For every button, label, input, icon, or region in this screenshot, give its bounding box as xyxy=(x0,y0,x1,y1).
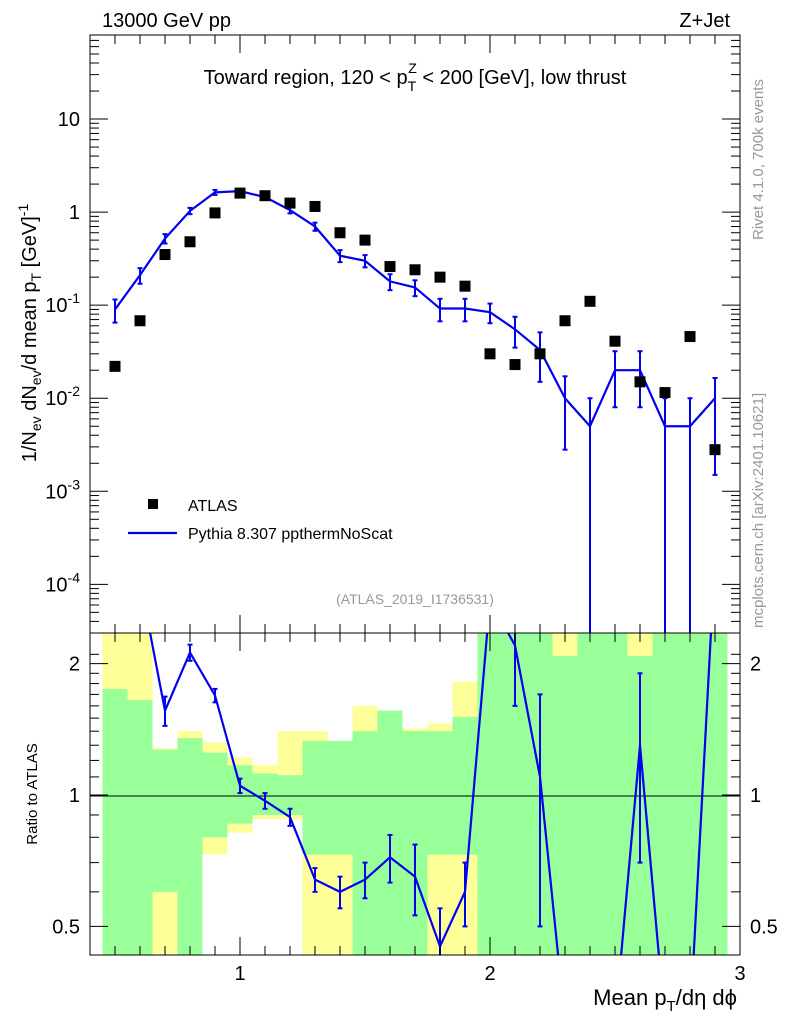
legend: ATLAS Pythia 8.307 ppthermNoScat xyxy=(128,498,393,543)
atlas-data-point xyxy=(509,359,521,371)
analysis-id: (ATLAS_2019_I1736531) xyxy=(336,591,494,607)
main-y-tick-label: 10-3 xyxy=(45,476,80,503)
atlas-data-point xyxy=(409,264,421,276)
atlas-data-point xyxy=(384,261,396,273)
ratio-green-band xyxy=(677,633,703,955)
atlas-data-point xyxy=(359,234,371,246)
ratio-green-band xyxy=(602,633,628,955)
atlas-data-point xyxy=(559,315,571,327)
ratio-green-band xyxy=(327,740,353,855)
atlas-data-point xyxy=(184,236,196,248)
atlas-data-point xyxy=(284,197,296,209)
atlas-data-point xyxy=(534,348,546,360)
ratio-uncertainty-bands xyxy=(102,633,728,955)
main-frame xyxy=(89,34,741,634)
atlas-data-point xyxy=(334,227,346,239)
ratio-green-band xyxy=(302,740,328,855)
atlas-data-point xyxy=(234,187,246,199)
plot-title: Toward region, 120 < pTZ < 200 [GeV], lo… xyxy=(204,60,627,94)
main-y-axis-label: 1/Nev dNev/d mean pT [GeV]-1 xyxy=(15,204,44,463)
main-y-tick-base: 1 xyxy=(69,202,80,224)
main-y-tick-exponent: -3 xyxy=(68,476,81,492)
x-axis-label: Mean pT/dη dϕ xyxy=(593,985,737,1015)
ratio-green-band xyxy=(652,633,678,955)
main-y-tick-label: 10-2 xyxy=(45,383,80,410)
x-tick-label: 3 xyxy=(734,963,745,985)
x-tick-label: 2 xyxy=(484,963,495,985)
atlas-data-point xyxy=(659,387,671,399)
ratio-green-band xyxy=(352,731,378,955)
process-label: Z+Jet xyxy=(679,10,730,32)
ratio-green-band xyxy=(177,738,203,955)
ratio-frame xyxy=(89,632,741,956)
legend-atlas-marker xyxy=(148,499,158,509)
ratio-panel: 2 2 1 1 0.5 0.5 1 2 3 Ratio to ATLAS Mean pT/dη … xyxy=(24,632,778,1015)
main-y-tick-base: 10 xyxy=(45,574,67,596)
main-y-tick-label: 10 xyxy=(58,109,80,131)
atlas-data-point xyxy=(134,315,146,327)
ratio-y-tick-label-left: 1 xyxy=(69,785,80,807)
ratio-y-tick-label-right: 1 xyxy=(750,785,761,807)
main-y-tick-base: 10 xyxy=(45,388,67,410)
x-tick-label: 1 xyxy=(234,963,245,985)
atlas-data-point xyxy=(434,271,446,283)
main-y-tick-exponent: -4 xyxy=(68,569,81,585)
ratio-green-band xyxy=(702,633,728,955)
ratio-green-band xyxy=(377,710,403,955)
atlas-data-point xyxy=(709,444,721,456)
main-y-tick-label: 10-4 xyxy=(45,569,80,596)
atlas-data-point xyxy=(484,348,496,360)
main-y-tick-label: 1 xyxy=(69,202,80,224)
ratio-green-band xyxy=(202,752,228,838)
atlas-data-point xyxy=(634,376,646,388)
main-y-tick-label: 10-1 xyxy=(45,290,80,317)
ratio-y-tick-label-right: 2 xyxy=(750,654,761,676)
pythia-mc-line xyxy=(114,190,716,429)
ratio-y-tick-label-left: 2 xyxy=(69,654,80,676)
ratio-y-tick-label-left: 0.5 xyxy=(52,916,80,938)
ratio-y-tick-label-right: 0.5 xyxy=(750,916,778,938)
atlas-data-point xyxy=(684,331,696,343)
atlas-data-point xyxy=(159,249,171,261)
ratio-green-band xyxy=(477,633,503,955)
source-label: mcplots.cern.ch [arXiv:2401.10621] xyxy=(750,393,767,628)
rivet-version-label: Rivet 4.1.0, 700k events xyxy=(750,79,767,240)
main-series xyxy=(109,187,721,633)
ratio-y-axis-label: Ratio to ATLAS xyxy=(24,743,41,844)
energy-label: 13000 GeV pp xyxy=(102,10,231,32)
atlas-data-point xyxy=(309,200,321,212)
atlas-data-point xyxy=(584,295,596,307)
main-y-tick-exponent: -2 xyxy=(68,383,81,399)
atlas-data-point xyxy=(609,335,621,347)
ratio-green-band xyxy=(227,765,253,824)
legend-pythia-label: Pythia 8.307 ppthermNoScat xyxy=(188,526,393,543)
ratio-green-band xyxy=(427,731,453,855)
legend-atlas-label: ATLAS xyxy=(188,498,238,515)
main-y-tick-base: 10 xyxy=(58,109,80,131)
ratio-series xyxy=(148,633,713,955)
ratio-green-band xyxy=(552,656,578,955)
ratio-green-band xyxy=(152,749,178,892)
main-y-tick-base: 10 xyxy=(45,481,67,503)
atlas-data-point xyxy=(109,360,121,372)
main-y-tick-base: 10 xyxy=(45,295,67,317)
main-y-tick-exponent: -1 xyxy=(68,290,81,306)
ratio-series-clipped xyxy=(148,633,713,955)
ratio-green-band xyxy=(127,700,153,955)
ratio-green-band xyxy=(402,731,428,955)
ratio-green-band xyxy=(102,688,128,955)
atlas-data-point xyxy=(209,207,221,219)
atlas-data-point xyxy=(459,280,471,292)
atlas-data-point xyxy=(259,190,271,202)
ratio-green-band xyxy=(577,633,603,955)
